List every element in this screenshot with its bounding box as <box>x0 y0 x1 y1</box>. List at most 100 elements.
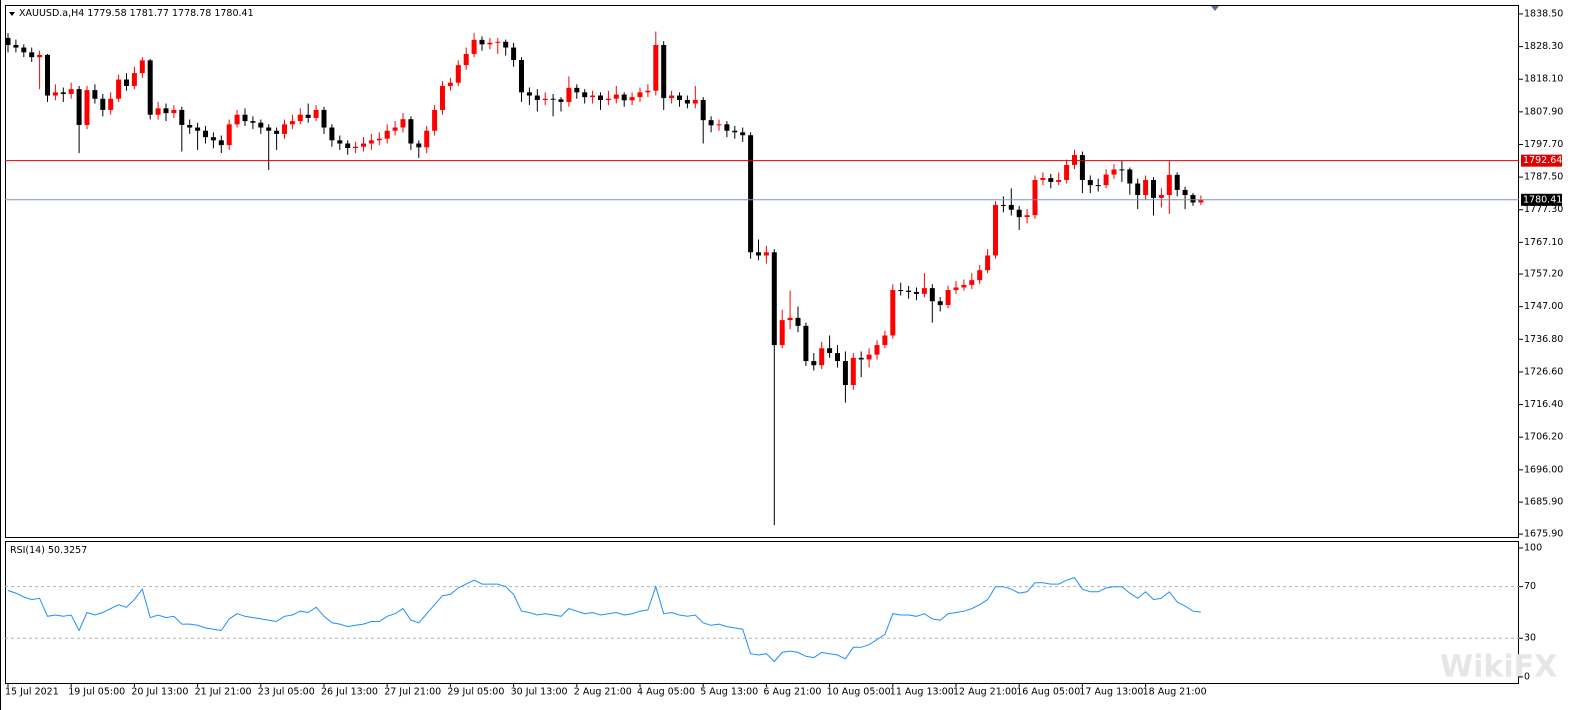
candle-body <box>1127 169 1133 184</box>
candle-body <box>384 130 390 139</box>
candle-body <box>1111 169 1117 175</box>
candle-body <box>953 287 959 291</box>
candle-body <box>495 41 501 43</box>
y-tick-label: 1685.90 <box>1524 497 1563 508</box>
y-tick-label: 1777.30 <box>1524 204 1563 215</box>
candle-body <box>432 109 438 131</box>
candle-body <box>187 124 193 128</box>
candle-body <box>850 357 856 386</box>
x-tick-label: 18 Aug 21:00 <box>1143 687 1207 698</box>
y-tick-label: 1747.00 <box>1524 301 1563 312</box>
candle-body <box>408 119 414 144</box>
candle-body <box>645 90 651 93</box>
rsi-value: 50.3257 <box>48 545 87 556</box>
candle-body <box>1016 209 1022 218</box>
candle-body <box>574 87 580 93</box>
candle-body <box>993 204 998 256</box>
candle-body <box>124 79 129 86</box>
candle-body <box>1182 189 1188 196</box>
candle-body <box>45 54 50 96</box>
candle-body <box>52 92 58 96</box>
y-tick-label: 1787.50 <box>1524 172 1563 183</box>
rsi-title: RSI(14) <box>10 545 45 556</box>
candle-body <box>266 127 272 131</box>
candle-body <box>519 60 524 93</box>
x-tick-label: 26 Jul 13:00 <box>321 687 378 698</box>
candle-body <box>534 95 540 101</box>
candle-body <box>1135 183 1141 196</box>
candle-body <box>882 335 888 346</box>
y-tick-label: 1757.20 <box>1524 269 1563 280</box>
candle-body <box>313 109 319 118</box>
x-tick-label: 20 Jul 13:00 <box>131 687 188 698</box>
level-label-box <box>1521 154 1562 167</box>
x-tick-label: 5 Aug 13:00 <box>700 687 758 698</box>
candle-body <box>1024 215 1030 218</box>
candle-body <box>771 252 777 346</box>
candle-body <box>637 92 643 98</box>
candle-body <box>811 361 817 366</box>
candle-body <box>937 301 943 306</box>
candle-body <box>819 348 825 366</box>
candle-body <box>447 82 453 86</box>
candle-body <box>1056 179 1062 182</box>
candle-body <box>558 99 564 102</box>
x-tick-label: 27 Jul 21:00 <box>384 687 441 698</box>
candle-body <box>305 114 311 118</box>
candle-body <box>1079 155 1085 180</box>
candle-body <box>5 37 11 45</box>
candle-body <box>677 95 682 101</box>
candle-body <box>13 44 19 48</box>
candle-body <box>84 90 90 125</box>
x-tick-label: 30 Jul 13:00 <box>511 687 568 698</box>
x-tick-label: 10 Aug 05:00 <box>827 687 891 698</box>
candle-body <box>147 60 153 115</box>
candle-body <box>68 89 74 94</box>
candle-body <box>542 98 548 101</box>
candle-body <box>511 47 517 61</box>
candle-body <box>195 127 201 131</box>
candle-body <box>1174 174 1180 190</box>
candle-body <box>1158 195 1164 198</box>
candle-body <box>131 73 137 86</box>
candle-body <box>226 124 232 146</box>
candle-body <box>740 132 746 136</box>
candle-body <box>345 143 351 148</box>
symbol: XAUUSD.a,H4 <box>19 8 84 19</box>
candle-body <box>376 138 382 141</box>
candle-body <box>1032 179 1038 216</box>
candle-body <box>985 255 991 271</box>
rsi-panel-frame <box>5 541 1519 684</box>
watermark: WikiFX <box>1440 650 1557 685</box>
candle-body <box>179 109 185 125</box>
rsi-line <box>7 577 1201 663</box>
candle-body <box>763 252 769 256</box>
candle-body <box>218 140 224 146</box>
candle-body <box>526 92 532 96</box>
candle-body <box>842 361 848 386</box>
candle-body <box>748 135 754 253</box>
x-tick-label: 23 Jul 05:00 <box>258 687 315 698</box>
candle-body <box>463 53 469 66</box>
y-tick-label: 1767.10 <box>1524 237 1563 248</box>
candle-body <box>898 290 904 292</box>
candle-body <box>961 284 967 288</box>
candle-body <box>684 100 690 104</box>
x-tick-label: 17 Aug 13:00 <box>1079 687 1143 698</box>
candle-body <box>1190 195 1196 203</box>
candle-body <box>1095 185 1101 187</box>
candle-body <box>234 114 240 125</box>
candle-body <box>471 39 477 54</box>
candle-body <box>732 130 738 133</box>
candle-body <box>203 130 208 138</box>
candle-body <box>1072 155 1077 165</box>
candle-body <box>977 270 983 281</box>
candle-body <box>1040 178 1046 180</box>
candle-body <box>590 95 596 98</box>
candle-body <box>1048 178 1054 182</box>
candle-body <box>353 146 359 148</box>
close: 1780.41 <box>214 8 253 19</box>
rsi-header: RSI(14) 50.3257 <box>10 545 87 556</box>
candle-body <box>724 124 730 131</box>
